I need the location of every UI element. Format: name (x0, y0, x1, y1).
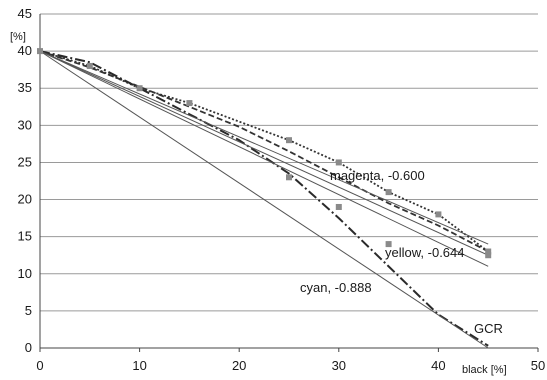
series-line (39, 50, 489, 253)
y-tick-label: 30 (18, 117, 32, 132)
y-tick-label: 25 (18, 154, 32, 169)
series-line (39, 50, 489, 256)
x-tick-label: 10 (132, 358, 146, 373)
data-point (286, 137, 292, 144)
data-point (186, 100, 193, 107)
data-point (485, 252, 492, 259)
magenta-annotation: magenta, -0.600 (330, 168, 425, 183)
data-point (435, 211, 442, 218)
x-tick-label: 20 (232, 358, 246, 373)
y-tick-label: 40 (18, 43, 32, 58)
data-point (335, 159, 342, 166)
gcr-annotation: GCR (474, 321, 503, 336)
data-point (86, 62, 93, 69)
data-point (37, 48, 43, 55)
series-lines (39, 50, 489, 349)
gridlines (39, 13, 539, 352)
data-point (385, 241, 392, 248)
y-tick-label: 15 (18, 229, 32, 244)
data-point (136, 85, 143, 92)
axes (39, 14, 538, 349)
data-point (335, 203, 342, 210)
y-tick-label: 0 (25, 340, 32, 355)
data-markers (37, 48, 492, 259)
cyan-annotation: cyan, -0.888 (300, 280, 372, 295)
y-tick-label: 10 (18, 266, 32, 281)
y-tick-label: 5 (25, 303, 32, 318)
series-line (39, 50, 489, 245)
series-line (39, 50, 489, 253)
yellow-annotation: yellow, -0.644 (385, 245, 465, 260)
y-tick-label: 45 (18, 6, 32, 21)
data-point (385, 189, 392, 196)
y-tick-label: 20 (18, 192, 32, 207)
x-tick-label: 50 (531, 358, 545, 373)
series-line (39, 50, 489, 347)
data-point (485, 248, 492, 255)
series-line (39, 50, 489, 349)
series-line (39, 50, 489, 267)
x-tick-label: 40 (431, 358, 445, 373)
x-tick-label: 0 (36, 358, 43, 373)
x-tick-label: 30 (332, 358, 346, 373)
data-point (286, 174, 292, 181)
y-axis-label: [%] (10, 31, 26, 43)
tick-labels: 0 5 10 15 20 25 30 35 40 45 0 10 20 30 40 50 (18, 6, 546, 373)
y-tick-label: 35 (18, 80, 32, 95)
x-axis-label: black [%] (462, 364, 507, 376)
